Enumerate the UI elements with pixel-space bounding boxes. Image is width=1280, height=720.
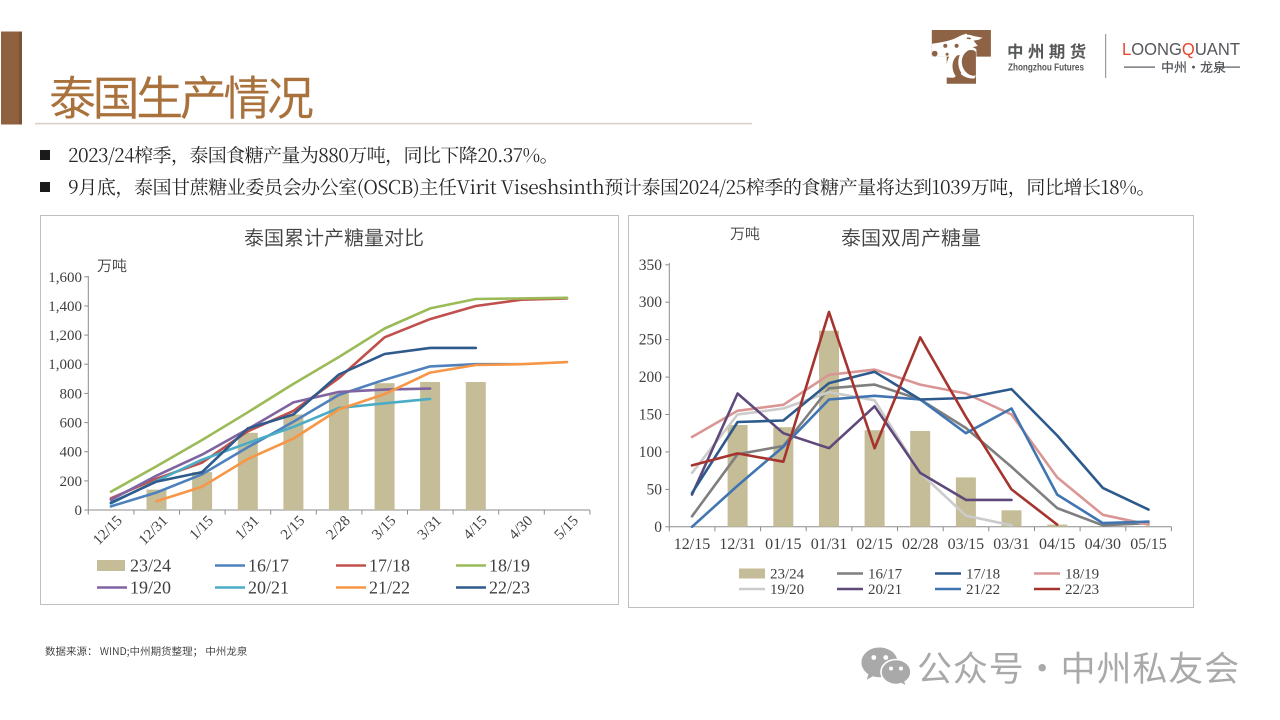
svg-text:22/23: 22/23 <box>1065 582 1099 598</box>
svg-text:100: 100 <box>639 444 663 461</box>
svg-text:0: 0 <box>75 503 83 519</box>
svg-text:50: 50 <box>647 481 663 498</box>
svg-text:21/22: 21/22 <box>966 582 1000 598</box>
svg-text:22/23: 22/23 <box>489 578 530 598</box>
svg-text:18/19: 18/19 <box>489 556 530 576</box>
svg-text:Zhongzhou Futures: Zhongzhou Futures <box>1008 63 1084 74</box>
svg-text:200: 200 <box>639 369 663 386</box>
svg-text:12/15: 12/15 <box>674 536 710 553</box>
svg-text:04/30: 04/30 <box>1085 536 1121 553</box>
svg-text:23/24: 23/24 <box>130 556 171 576</box>
svg-text:20/21: 20/21 <box>868 582 902 598</box>
svg-text:1,600: 1,600 <box>48 270 82 286</box>
svg-text:LOONGQUANT: LOONGQUANT <box>1122 39 1240 59</box>
svg-text:04/15: 04/15 <box>1039 536 1075 553</box>
svg-text:150: 150 <box>639 407 663 424</box>
svg-text:16/17: 16/17 <box>248 556 289 576</box>
svg-text:17/18: 17/18 <box>369 556 410 576</box>
svg-text:250: 250 <box>639 332 663 349</box>
svg-text:1,000: 1,000 <box>48 357 82 373</box>
svg-text:19/20: 19/20 <box>130 578 171 598</box>
svg-text:17/18: 17/18 <box>966 567 1000 583</box>
svg-text:02/15: 02/15 <box>856 536 892 553</box>
svg-text:1,200: 1,200 <box>48 328 82 344</box>
svg-text:600: 600 <box>60 416 83 432</box>
svg-text:21/22: 21/22 <box>369 578 410 598</box>
svg-text:01/15: 01/15 <box>765 536 801 553</box>
svg-text:03/31: 03/31 <box>993 536 1029 553</box>
svg-text:300: 300 <box>639 294 663 311</box>
svg-text:20/21: 20/21 <box>248 578 289 598</box>
svg-text:1,400: 1,400 <box>48 299 82 315</box>
svg-text:16/17: 16/17 <box>868 567 903 583</box>
svg-text:350: 350 <box>639 257 663 274</box>
svg-text:01/31: 01/31 <box>811 536 847 553</box>
svg-text:02/28: 02/28 <box>902 536 938 553</box>
svg-text:18/19: 18/19 <box>1065 567 1099 583</box>
svg-text:05/15: 05/15 <box>1130 536 1166 553</box>
svg-text:12/31: 12/31 <box>719 536 755 553</box>
svg-text:200: 200 <box>60 474 83 490</box>
svg-text:400: 400 <box>60 445 83 461</box>
svg-text:03/15: 03/15 <box>948 536 984 553</box>
svg-text:23/24: 23/24 <box>770 567 805 583</box>
svg-text:800: 800 <box>60 386 83 402</box>
svg-text:19/20: 19/20 <box>770 582 804 598</box>
svg-text:0: 0 <box>654 519 662 536</box>
